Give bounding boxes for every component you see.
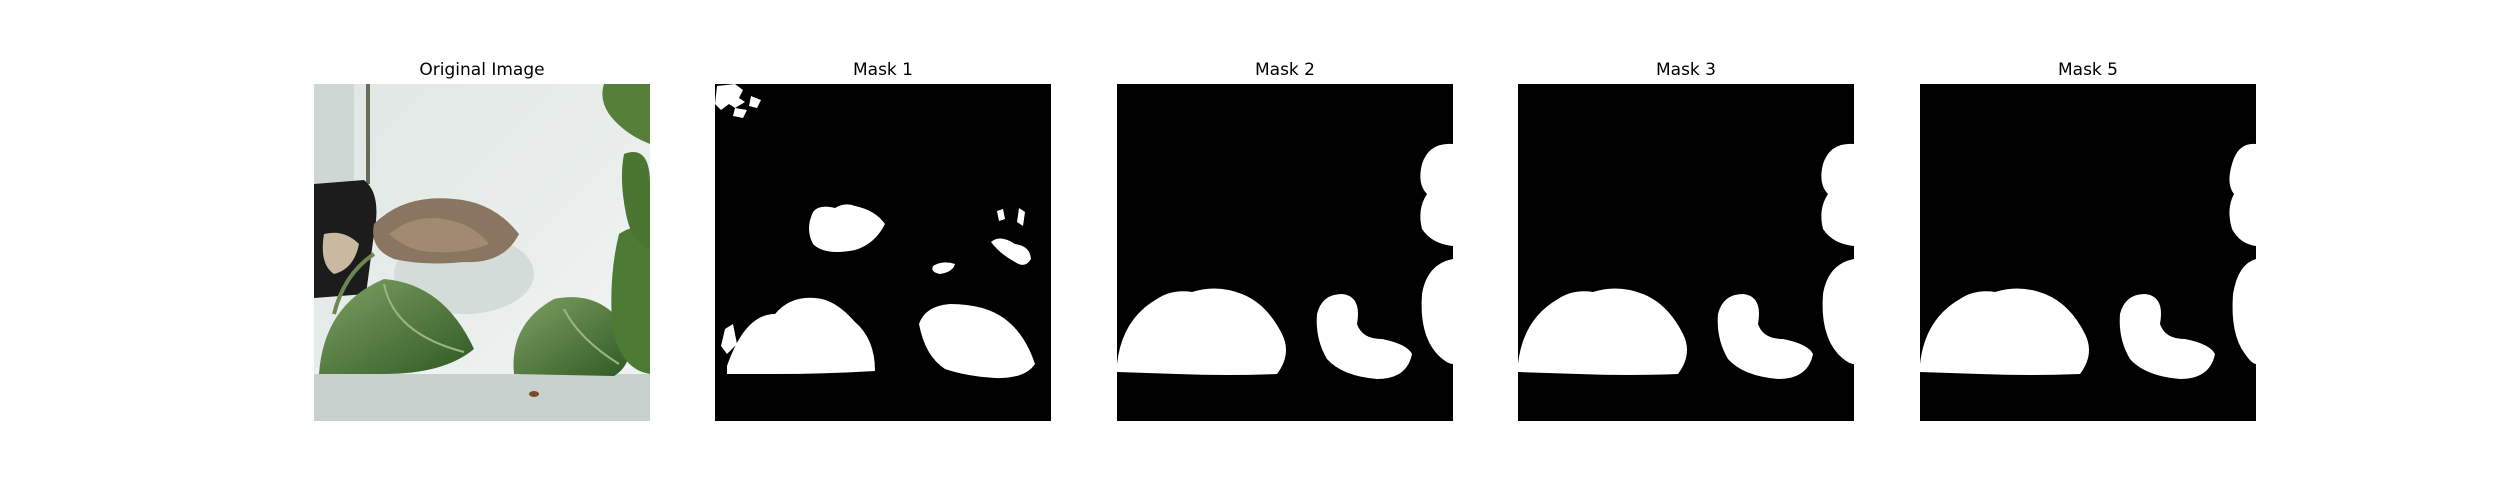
panel-title-mask-3: Mask 3 — [1655, 60, 1716, 80]
panel-title-original: Original Image — [419, 60, 545, 80]
panel-title-mask-5: Mask 5 — [2057, 60, 2118, 80]
original-image — [314, 84, 650, 421]
mask-5-image — [1920, 84, 2256, 421]
panel-title-mask-1: Mask 1 — [852, 60, 913, 80]
mask-2-image — [1117, 84, 1453, 421]
mask-1-image — [715, 84, 1051, 421]
panel-title-mask-2: Mask 2 — [1254, 60, 1315, 80]
mask-3-image — [1518, 84, 1854, 421]
